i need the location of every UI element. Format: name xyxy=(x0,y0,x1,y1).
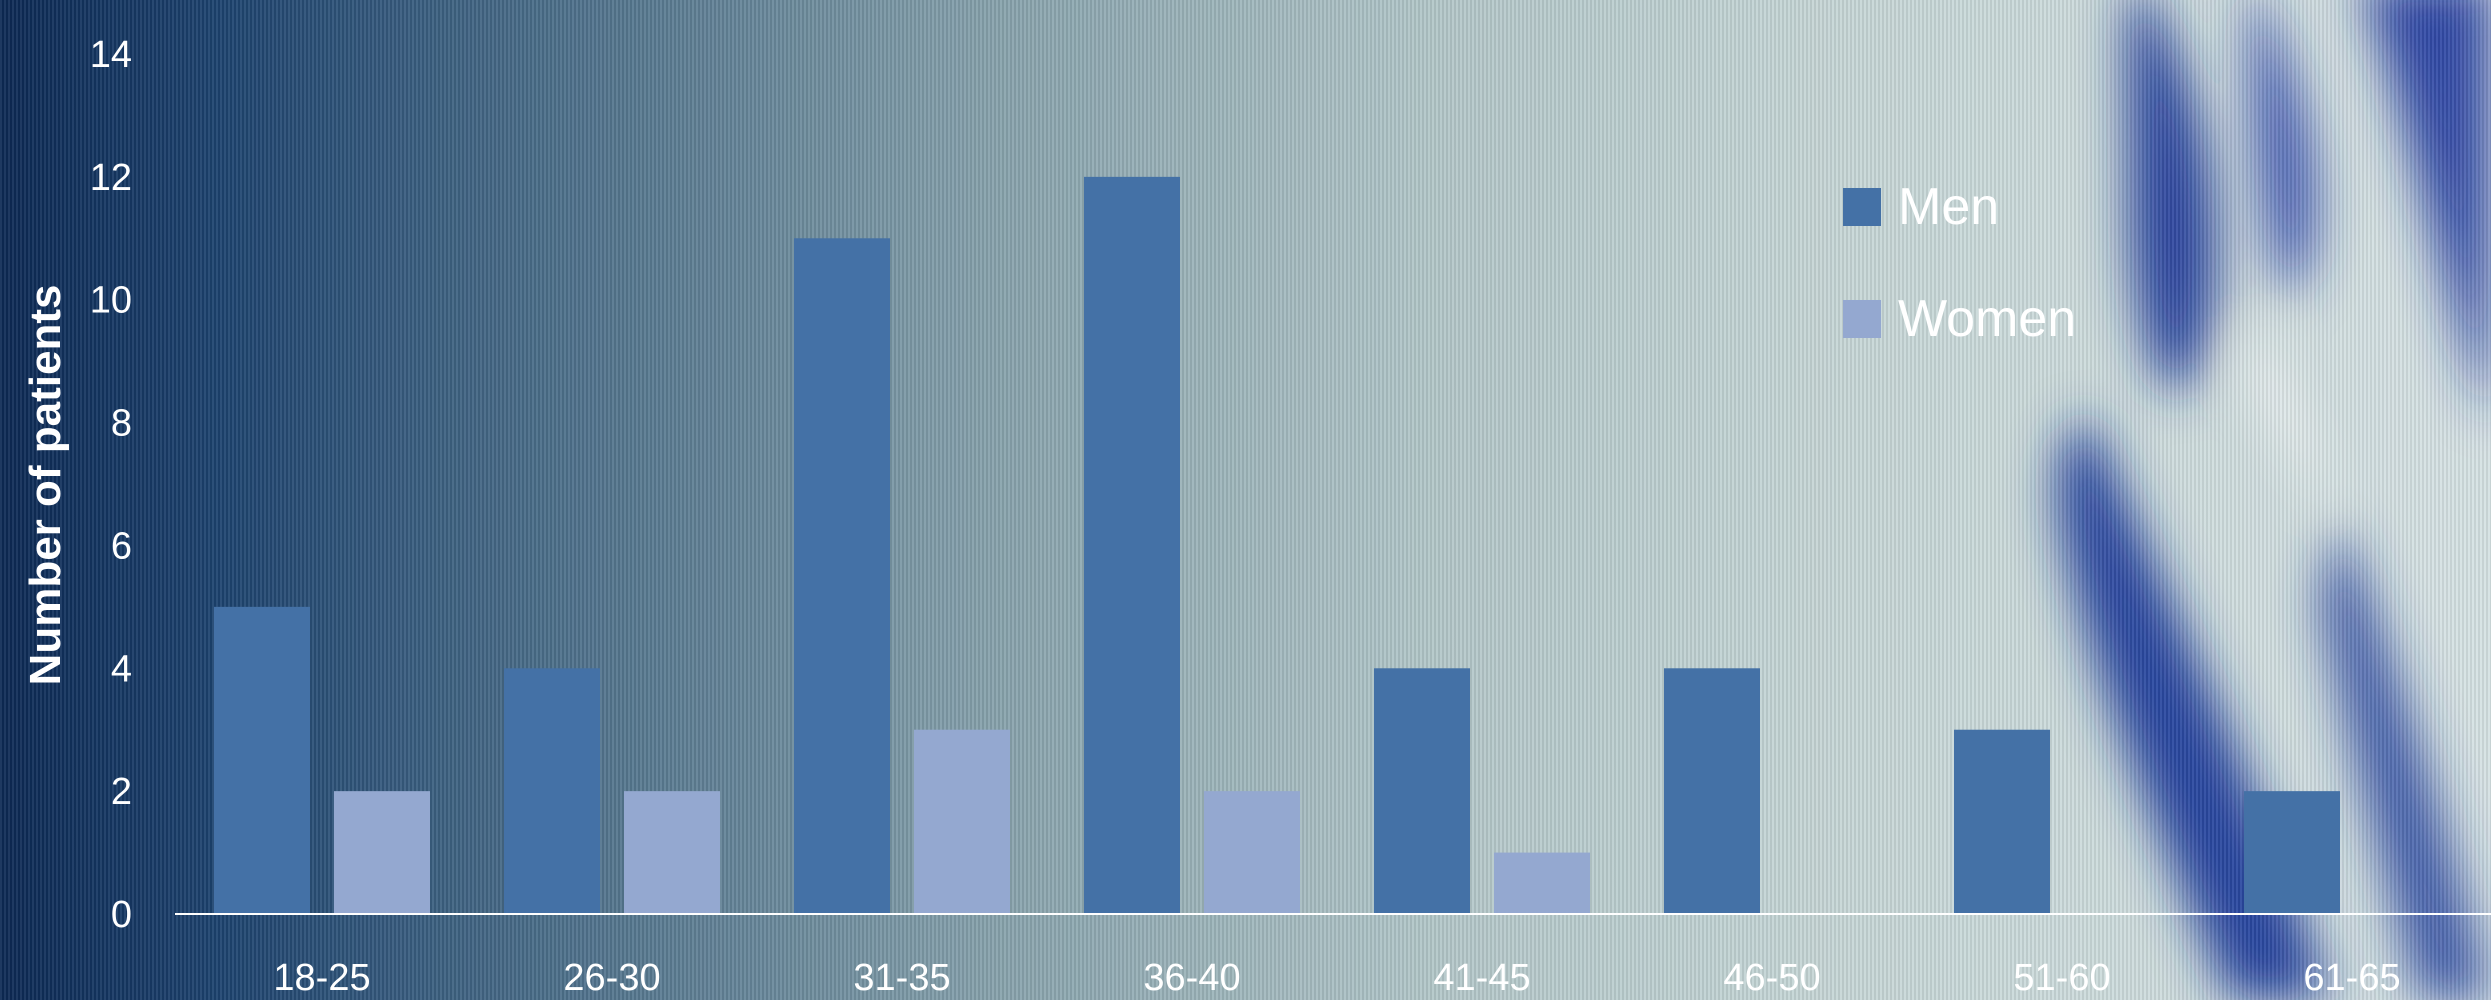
y-tick-label: 10 xyxy=(90,280,132,322)
bar-men-18-25 xyxy=(214,606,310,914)
y-tick-label: 2 xyxy=(111,771,132,813)
bar-men-61-65 xyxy=(2244,791,2340,914)
x-category-label: 31-35 xyxy=(853,957,950,999)
y-tick-label: 4 xyxy=(111,648,132,690)
bar-men-41-45 xyxy=(1374,668,1470,914)
x-category-label: 18-25 xyxy=(273,957,370,999)
y-tick-label: 8 xyxy=(111,403,132,445)
y-axis-title: Number of patients xyxy=(21,285,70,686)
bar-women-26-30 xyxy=(624,791,720,914)
bar-women-31-35 xyxy=(914,729,1010,914)
legend-label-men: Men xyxy=(1898,178,1999,236)
x-category-label: 51-60 xyxy=(2013,957,2110,999)
legend-swatch-men xyxy=(1843,188,1881,226)
y-tick-label: 6 xyxy=(111,525,132,567)
bar-women-41-45 xyxy=(1494,852,1590,914)
x-category-label: 46-50 xyxy=(1723,957,1820,999)
bar-men-51-60 xyxy=(1954,729,2050,914)
legend: Men Women xyxy=(1843,178,2076,348)
bar-men-46-50 xyxy=(1664,668,1760,914)
bars xyxy=(214,176,2340,915)
legend-swatch-women xyxy=(1843,300,1881,338)
y-tick-label: 0 xyxy=(111,894,132,936)
bar-men-36-40 xyxy=(1084,176,1180,914)
x-category-label: 61-65 xyxy=(2303,957,2400,999)
x-axis-category-labels: 18-25 26-30 31-35 36-40 41-45 46-50 51-60 61-65 xyxy=(273,957,2400,999)
bar-men-31-35 xyxy=(794,238,890,915)
bar-women-36-40 xyxy=(1204,791,1300,914)
x-category-label: 41-45 xyxy=(1433,957,1530,999)
y-tick-label: 14 xyxy=(90,34,132,76)
x-category-label: 36-40 xyxy=(1143,957,1240,999)
legend-label-women: Women xyxy=(1898,290,2076,348)
y-tick-label: 12 xyxy=(90,157,132,199)
bar-men-26-30 xyxy=(504,668,600,914)
x-category-label: 26-30 xyxy=(563,957,660,999)
y-axis-tick-labels: 0 2 4 6 8 10 12 14 xyxy=(90,34,132,936)
bar-women-18-25 xyxy=(334,791,430,914)
